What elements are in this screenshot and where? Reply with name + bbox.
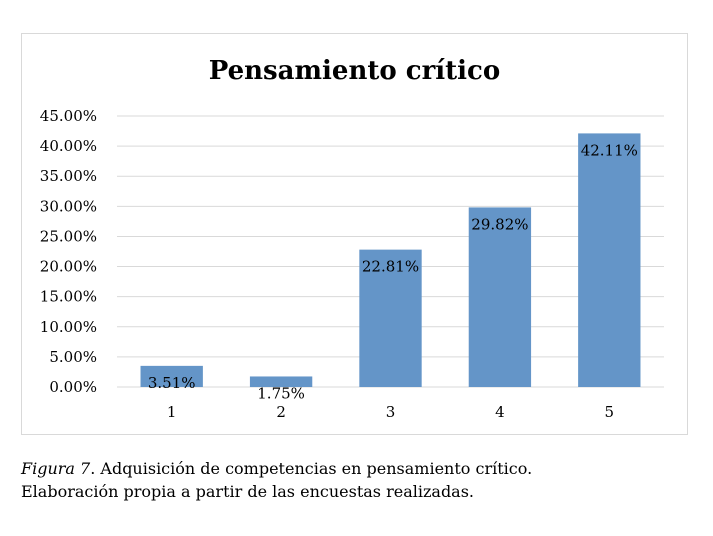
data-label: 3.51% [148, 374, 196, 392]
x-tick-label: 4 [495, 403, 505, 421]
bar [249, 376, 313, 387]
y-tick-label: 40.00% [40, 137, 97, 155]
y-tick-label: 20.00% [40, 258, 97, 276]
y-tick-label: 35.00% [40, 167, 97, 185]
bar [359, 249, 422, 387]
data-label: 42.11% [581, 141, 638, 159]
y-tick-label: 25.00% [40, 227, 97, 245]
y-tick-label: 0.00% [49, 378, 97, 396]
y-tick-label: 5.00% [49, 348, 97, 366]
y-tick-label: 10.00% [40, 318, 97, 336]
y-tick-label: 15.00% [40, 288, 97, 306]
x-tick-label: 5 [605, 403, 615, 421]
y-tick-label: 30.00% [40, 197, 97, 215]
x-tick-label: 1 [167, 403, 177, 421]
bar [140, 365, 203, 387]
data-label: 29.82% [471, 215, 528, 233]
data-label: 22.81% [362, 258, 419, 276]
chart-frame: Pensamiento crítico 0.00% 5.00% 10.00% 15.0… [21, 33, 688, 435]
caption-source: Elaboración propia a partir de las encue… [21, 482, 475, 501]
bar [578, 133, 641, 387]
y-tick-label: 45.00% [40, 107, 97, 125]
chart-title: Pensamiento crítico [208, 56, 501, 86]
figure-caption: Figura 7. Adquisición de competencias en… [21, 457, 701, 503]
x-tick-label: 3 [386, 403, 396, 421]
figure-label: Figura 7 [21, 459, 91, 478]
data-label: 1.75% [257, 384, 305, 402]
caption-text: . Adquisición de competencias en pensami… [90, 459, 533, 478]
x-tick-label: 2 [276, 403, 286, 421]
bar-chart: 0.00% 5.00% 10.00% 15.00% 20.00% 25.00% 30.00%… [40, 107, 664, 421]
bar [468, 207, 532, 387]
